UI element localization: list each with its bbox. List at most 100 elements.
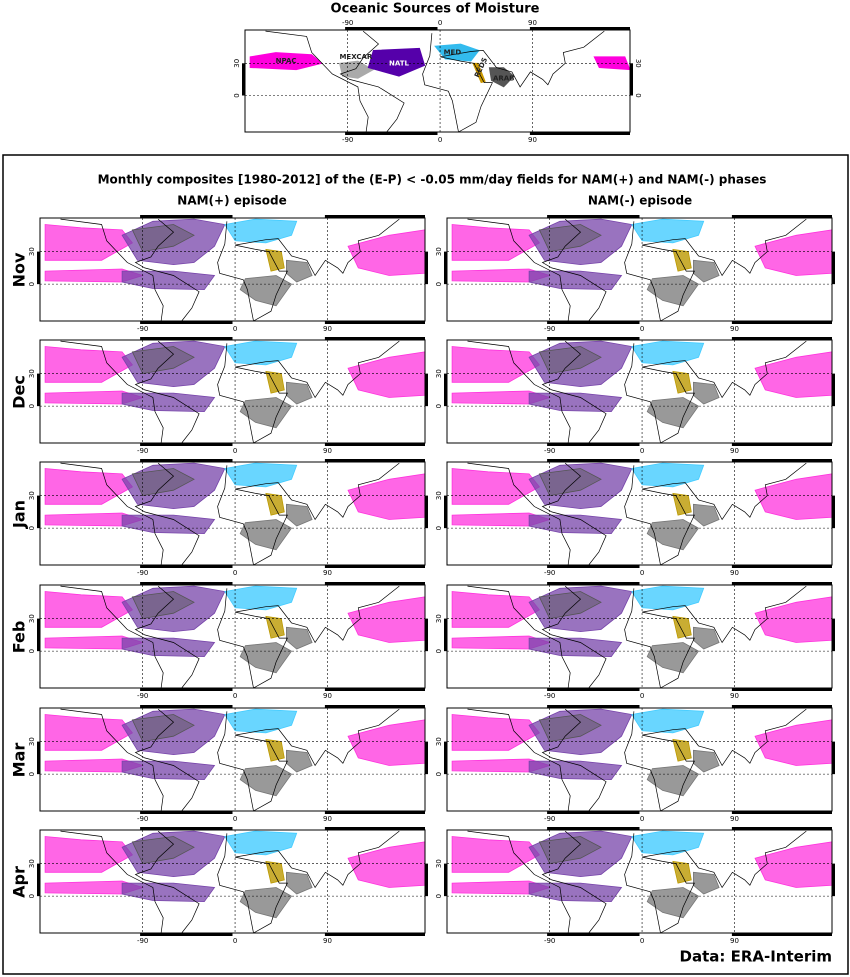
lat-tick-label: 0 [435, 894, 443, 898]
border-bar [324, 933, 425, 936]
purple-tropical [121, 270, 216, 291]
purple-tropical [121, 392, 216, 413]
coastline [467, 708, 571, 812]
coastline [624, 462, 807, 566]
border-bar [832, 863, 835, 897]
border-bar [731, 443, 832, 446]
purple-tropical [121, 760, 216, 781]
border-bar [731, 321, 832, 324]
lat-tick-label: 0 [435, 772, 443, 776]
border-bar [547, 337, 640, 340]
coastline [624, 585, 807, 689]
lat-tick-label: 30 [435, 859, 443, 868]
gray-africa [646, 275, 700, 307]
border-bar [140, 827, 233, 830]
border-bar [425, 741, 428, 775]
lon-tick-label: 0 [640, 815, 644, 823]
coastline [217, 462, 400, 566]
gray-north [131, 714, 195, 743]
lon-tick-label: -90 [137, 325, 148, 333]
purple-tropical [528, 270, 623, 291]
cyan-europe [631, 218, 705, 244]
coastline [134, 830, 200, 934]
purple-atlantic [528, 708, 633, 756]
lat-tick-label: 0 [435, 282, 443, 286]
lon-tick-label: 90 [730, 447, 739, 455]
lon-tick-label: 90 [528, 136, 537, 144]
border-bar [444, 251, 447, 285]
purple-tropical [528, 882, 623, 903]
purple-atlantic [121, 830, 226, 878]
map-panel: -90 0 90 30 0 [435, 215, 835, 333]
lon-tick-label: 90 [323, 692, 332, 700]
lat-tick-label: 0 [28, 282, 36, 286]
region-label: MEXCAR [339, 53, 372, 61]
coastline [265, 30, 369, 133]
footer: Data: ERA-Interim [680, 948, 833, 966]
border-bar [529, 27, 630, 30]
coastline [60, 830, 164, 934]
gray-north [538, 224, 602, 253]
main-title: Monthly composites [1980-2012] of the (E… [98, 173, 767, 187]
npac-east [593, 56, 631, 71]
border-bar [37, 863, 40, 897]
lon-tick-label: 0 [640, 692, 644, 700]
lat-tick-label: 30 [435, 247, 443, 256]
gray-north [538, 591, 602, 620]
purple-atlantic [528, 462, 633, 510]
region-label: NPAC [276, 57, 297, 65]
region-label: MED [444, 49, 462, 57]
lon-tick-label: 0 [233, 447, 237, 455]
border-bar [324, 811, 425, 814]
coastline [339, 30, 405, 133]
border-bar [324, 337, 425, 340]
lon-tick-label: 0 [233, 692, 237, 700]
cyan-europe [224, 708, 298, 734]
border-bar [140, 321, 233, 324]
border-bar [832, 251, 835, 285]
lon-tick-label: 0 [640, 569, 644, 577]
coastline [134, 218, 200, 322]
border-bar [140, 705, 233, 708]
purple-atlantic [528, 218, 633, 266]
map-panel: -90 0 90 30 0 [435, 705, 835, 823]
lat-tick-label: 0 [435, 526, 443, 530]
border-bar [547, 827, 640, 830]
border-bar [731, 827, 832, 830]
lat-tick-label: 0 [435, 404, 443, 408]
border-bar [345, 27, 438, 30]
map-panel: -90 0 90 30 0 [28, 337, 428, 455]
lat-tick-label: 30 [28, 491, 36, 500]
border-bar [444, 741, 447, 775]
gray-north [131, 346, 195, 375]
coastline [541, 462, 607, 566]
border-bar [324, 705, 425, 708]
lon-tick-label: -90 [137, 937, 148, 945]
gray-north [131, 468, 195, 497]
border-bar [324, 582, 425, 585]
lon-tick-label: 90 [730, 692, 739, 700]
coastline [467, 462, 571, 566]
map-background [245, 30, 630, 132]
border-bar [324, 459, 425, 462]
border-bar [37, 373, 40, 407]
lat-tick-label: 30 [28, 247, 36, 256]
purple-tropical [528, 637, 623, 658]
lon-tick-label: -90 [544, 937, 555, 945]
border-bar [731, 459, 832, 462]
gray-north [538, 468, 602, 497]
row-label: Apr [10, 866, 29, 898]
coastline [217, 708, 400, 812]
border-bar [140, 565, 233, 568]
lon-tick-label: -90 [544, 325, 555, 333]
lat-tick-label: 0 [28, 526, 36, 530]
border-bar [37, 618, 40, 652]
cyan-europe [224, 585, 298, 611]
lat-tick-label: 30 [233, 59, 241, 68]
row-label: Nov [10, 252, 29, 287]
lon-tick-label: 90 [730, 815, 739, 823]
coastline [467, 830, 571, 934]
purple-tropical [121, 882, 216, 903]
map-panel: -90 0 90 30 0 [28, 827, 428, 945]
